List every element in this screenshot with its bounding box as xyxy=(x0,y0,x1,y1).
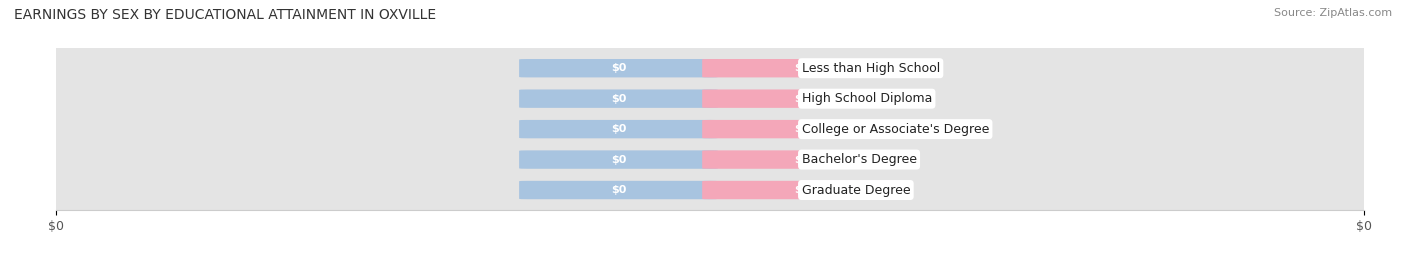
FancyBboxPatch shape xyxy=(44,170,1376,210)
FancyBboxPatch shape xyxy=(702,120,901,138)
Text: $0: $0 xyxy=(610,63,626,73)
Text: Graduate Degree: Graduate Degree xyxy=(801,183,910,197)
FancyBboxPatch shape xyxy=(519,120,718,138)
Text: $0: $0 xyxy=(610,94,626,104)
FancyBboxPatch shape xyxy=(519,181,718,199)
Text: Less than High School: Less than High School xyxy=(801,62,939,75)
FancyBboxPatch shape xyxy=(702,181,901,199)
Text: College or Associate's Degree: College or Associate's Degree xyxy=(801,123,988,136)
Text: Source: ZipAtlas.com: Source: ZipAtlas.com xyxy=(1274,8,1392,18)
Text: $0: $0 xyxy=(610,155,626,165)
Text: $0: $0 xyxy=(794,155,810,165)
FancyBboxPatch shape xyxy=(44,139,1376,180)
FancyBboxPatch shape xyxy=(44,48,1376,89)
Text: $0: $0 xyxy=(610,124,626,134)
Text: $0: $0 xyxy=(794,94,810,104)
FancyBboxPatch shape xyxy=(519,90,718,108)
Text: EARNINGS BY SEX BY EDUCATIONAL ATTAINMENT IN OXVILLE: EARNINGS BY SEX BY EDUCATIONAL ATTAINMEN… xyxy=(14,8,436,22)
Text: High School Diploma: High School Diploma xyxy=(801,92,932,105)
FancyBboxPatch shape xyxy=(702,150,901,169)
Text: $0: $0 xyxy=(794,185,810,195)
FancyBboxPatch shape xyxy=(44,78,1376,119)
Text: $0: $0 xyxy=(610,185,626,195)
FancyBboxPatch shape xyxy=(702,59,901,77)
FancyBboxPatch shape xyxy=(519,59,718,77)
FancyBboxPatch shape xyxy=(519,150,718,169)
FancyBboxPatch shape xyxy=(702,90,901,108)
Text: $0: $0 xyxy=(794,63,810,73)
FancyBboxPatch shape xyxy=(44,109,1376,150)
Text: $0: $0 xyxy=(794,124,810,134)
Text: Bachelor's Degree: Bachelor's Degree xyxy=(801,153,917,166)
